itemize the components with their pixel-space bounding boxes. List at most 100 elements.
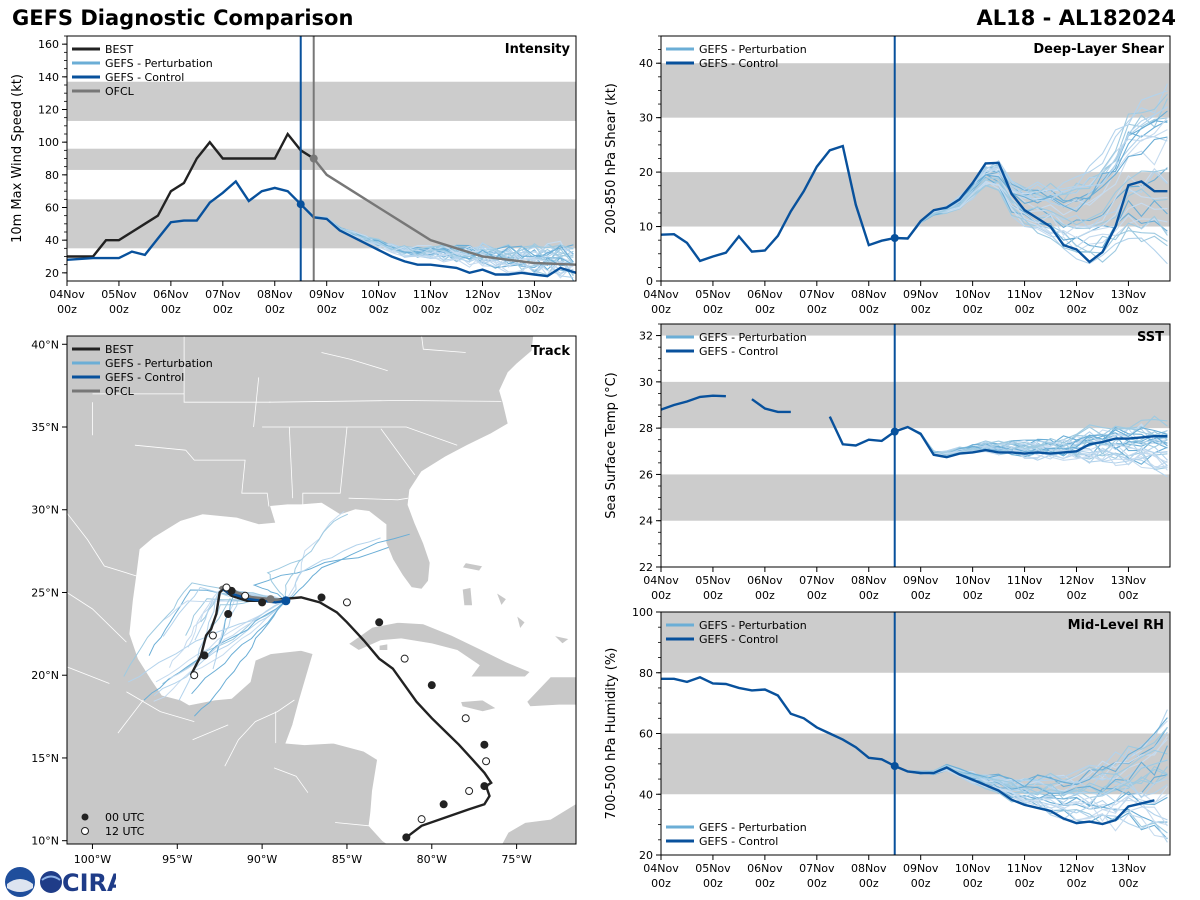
land-mass [526,676,576,708]
panel-title: Track [531,344,570,359]
legend-label-control: GEFS - Control [699,633,778,646]
x-tick-label-hour: 00z [1067,589,1087,602]
shaded-band [661,324,1170,336]
x-tick-label-date: 05Nov [695,574,731,587]
land-mass [515,614,526,630]
best-track-marker-12utc [400,654,409,663]
land-mass [461,562,484,572]
ofcl-track-marker [266,595,275,604]
x-tick-label-date: 12Nov [1059,574,1095,587]
perturbation-member-track [153,600,287,702]
lat-tick-label: 20°N [31,669,59,682]
y-tick-label: 20 [639,849,653,862]
x-tick-label-date: 07Nov [205,288,241,301]
y-tick-label: 80 [639,667,653,680]
x-tick-label-hour: 00z [963,303,983,316]
y-tick-label: 20 [639,166,653,179]
control-run-line [67,179,576,278]
x-tick-label-hour: 00z [755,589,775,602]
perturbation-member-track [285,537,381,602]
x-tick-label-date: 10Nov [955,574,991,587]
x-tick-label-date: 12Nov [1059,288,1095,301]
ofcl-init-marker [309,154,318,163]
y-tick-label: 28 [639,422,653,435]
lon-tick-label: 80°W [417,853,447,866]
y-tick-label: 80 [45,169,59,182]
legend-label-control: GEFS - Control [105,71,184,84]
perturbation-member-line [894,168,1168,239]
perturbation-member-track [285,533,410,602]
state-border [224,699,295,767]
legend-label-control: GEFS - Control [105,371,184,384]
y-tick-label: 40 [639,57,653,70]
x-tick-label-date: 04Nov [49,288,85,301]
best-track-marker-12utc [461,714,470,723]
x-tick-label-date: 13Nov [517,288,553,301]
storm-identifier: AL18 - AL182024 [976,6,1177,30]
lon-tick-label: 95°W [162,853,192,866]
control-run-line [661,676,1155,826]
best-track-marker-00utc [402,833,411,842]
y-tick-label: 10 [639,221,653,234]
shaded-band [661,612,1170,673]
legend-label-perturbation: GEFS - Perturbation [105,357,213,370]
x-tick-label-date: 12Nov [465,288,501,301]
state-border [185,449,270,507]
perturbation-member-track [194,600,287,717]
lat-tick-label: 15°N [31,752,59,765]
y-tick-label: 60 [45,202,59,215]
x-tick-label-hour: 00z [525,303,545,316]
x-tick-label-hour: 00z [473,303,493,316]
state-border [335,822,370,827]
land-mass [460,699,498,713]
x-tick-label-date: 10Nov [955,288,991,301]
panel-sst: 22 24 26 28 30 32 04Nov 00z 05Nov 00z 06Nov 00z 07No… [604,323,1171,602]
lat-tick-label: 10°N [31,835,59,848]
x-tick-label-date: 05Nov [101,288,137,301]
best-track-marker-12utc [190,671,199,680]
x-tick-label-hour: 00z [807,303,827,316]
legend-label-perturbation: GEFS - Perturbation [699,619,807,632]
best-track-marker-00utc [317,593,326,602]
x-tick-label-date: 13Nov [1111,862,1147,875]
best-track-marker-12utc [465,787,474,796]
x-tick-label-date: 05Nov [695,862,731,875]
perturbation-member-line [300,203,574,279]
x-tick-label-hour: 00z [369,303,389,316]
y-tick-label: 20 [45,267,59,280]
land-mass [347,621,531,678]
legend-label-control: GEFS - Control [699,835,778,848]
state-border [253,377,260,428]
figure-title: GEFS Diagnostic Comparison [12,6,354,30]
perturbation-member-line [894,759,1168,797]
x-tick-label-hour: 00z [651,303,671,316]
shaded-band [67,199,576,249]
x-tick-label-hour: 00z [755,877,775,890]
state-border [192,724,229,741]
x-tick-label-date: 11Nov [1007,862,1043,875]
perturbation-member-track [169,590,286,668]
x-tick-label-date: 12Nov [1059,862,1095,875]
panel-intensity: 20 40 60 80 100 120 140 160 04Nov 00z 05Nov 00z 06No… [10,35,577,316]
x-tick-label-date: 06Nov [153,288,189,301]
best-track-marker-00utc [427,681,436,690]
x-tick-label-hour: 00z [911,589,931,602]
legend-label-00utc: 00 UTC [105,811,145,824]
y-tick-label: 0 [646,275,653,288]
perturbation-member-track [153,600,287,696]
y-tick-label: 100 [632,606,653,619]
shaded-band [67,81,576,121]
best-track-line [67,131,315,258]
x-tick-label-date: 04Nov [643,574,679,587]
x-tick-label-hour: 00z [213,303,233,316]
x-tick-label-date: 13Nov [1111,574,1147,587]
state-border [273,767,309,793]
panel-track: 100°W 95°W 90°W 85°W 80°W 75°W 10°N 15°N 20°N 25°… [31,335,577,866]
y-axis-label: 700-500 hPa Humidity (%) [604,648,619,820]
plot-content [661,612,1170,843]
x-tick-label-hour: 00z [57,303,77,316]
lat-tick-label: 30°N [31,504,59,517]
legend-label-perturbation: GEFS - Perturbation [699,331,807,344]
x-tick-label-hour: 00z [1015,877,1035,890]
